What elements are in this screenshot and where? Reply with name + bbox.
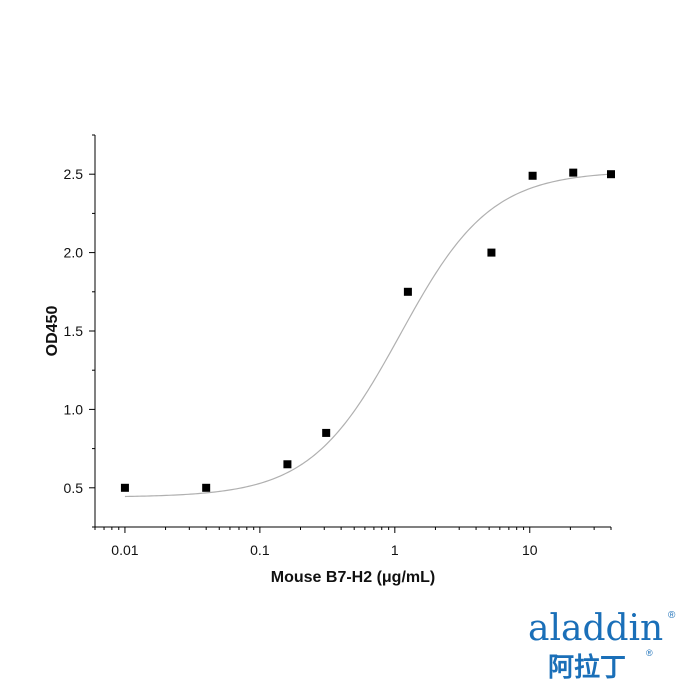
data-point bbox=[607, 170, 615, 179]
logo-chinese: 阿拉丁 bbox=[548, 652, 626, 683]
data-point bbox=[403, 287, 412, 296]
x-axis-title: Mouse B7-H2 (μg/mL) bbox=[271, 569, 435, 586]
data-point bbox=[322, 428, 331, 437]
x-tick-label: 0.01 bbox=[111, 542, 138, 558]
y-tick-label: 2.5 bbox=[64, 166, 84, 182]
y-tick-label: 2.0 bbox=[64, 245, 84, 261]
data-point bbox=[569, 168, 578, 177]
aladdin-logo: aladdin ® 阿拉丁 ® bbox=[528, 608, 676, 683]
data-point bbox=[487, 248, 496, 257]
y-tick-label: 0.5 bbox=[64, 480, 84, 496]
logo-wordmark: aladdin bbox=[528, 608, 663, 649]
fit-curve bbox=[124, 173, 612, 498]
x-axis-ticks: 0.01 0.1 1 10 bbox=[94, 527, 612, 558]
data-point bbox=[528, 171, 537, 180]
logo-registered-mark-cn: ® bbox=[646, 648, 653, 658]
data-point bbox=[202, 483, 211, 492]
y-axis-title: OD450 bbox=[44, 306, 61, 357]
x-tick-label: 10 bbox=[522, 542, 538, 558]
data-point bbox=[283, 460, 292, 469]
y-tick-label: 1.0 bbox=[64, 401, 84, 417]
plot-area bbox=[120, 168, 615, 498]
data-point bbox=[120, 483, 129, 492]
x-tick-label: 0.1 bbox=[250, 542, 270, 558]
y-axis-ticks: 0.5 1.0 1.5 2.0 2.5 bbox=[64, 134, 95, 528]
logo-registered-mark: ® bbox=[668, 610, 676, 621]
x-tick-label: 1 bbox=[391, 542, 399, 558]
y-tick-label: 1.5 bbox=[64, 323, 84, 339]
